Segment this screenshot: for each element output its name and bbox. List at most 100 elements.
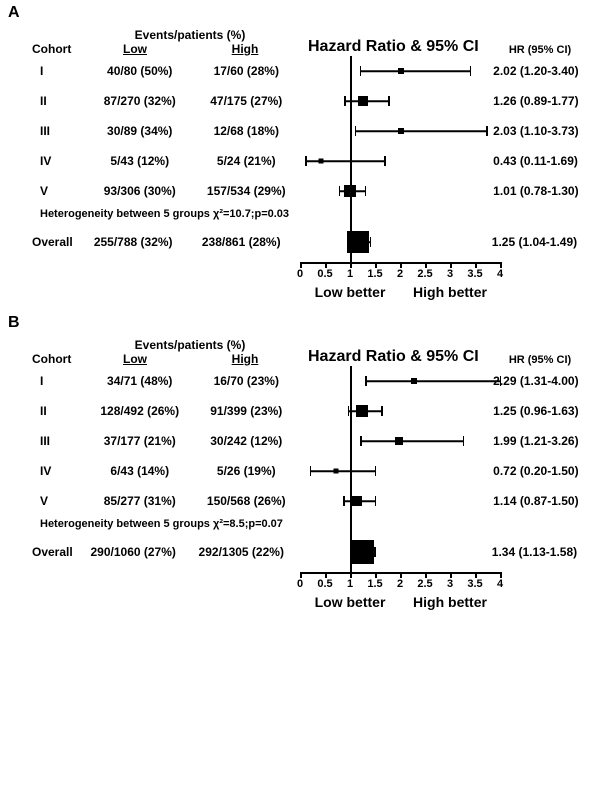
hr-point <box>398 68 404 74</box>
x-axis: 00.511.522.533.54 <box>300 262 500 282</box>
ci-cap-low <box>365 376 367 386</box>
hr-point <box>333 469 338 474</box>
cohort-header: Cohort <box>32 42 80 56</box>
heterogeneity-text: Heterogeneity between 5 groups χ²=8.5;p=… <box>10 516 590 532</box>
ci-cap-low <box>344 96 346 106</box>
ci-line <box>360 440 463 442</box>
ci-plot <box>300 86 494 116</box>
axis-tick-label: 1.5 <box>367 268 382 280</box>
cohort-cell: II <box>32 94 86 108</box>
overall-hr-text: 1.34 (1.13-1.58) <box>492 545 590 559</box>
hr-point <box>398 128 404 134</box>
cohort-cell: I <box>32 64 86 78</box>
forest-title: Hazard Ratio & 95% CI <box>300 38 490 56</box>
low-cell: 87/270 (32%) <box>86 94 193 108</box>
high-cell: 5/26 (19%) <box>193 464 300 478</box>
x-axis: 00.511.522.533.54 <box>300 572 500 592</box>
hr-point <box>358 96 368 106</box>
forest-row: V93/306 (30%)157/534 (29%)1.01 (0.78-1.3… <box>10 176 590 206</box>
overall-high: 238/861 (28%) <box>187 235 295 249</box>
ci-cap-high <box>381 406 383 416</box>
axis-tick-label: 3 <box>447 578 453 590</box>
ci-cap-high <box>388 96 390 106</box>
forest-row: V85/277 (31%)150/568 (26%)1.14 (0.87-1.5… <box>10 486 590 516</box>
hr-point <box>344 185 356 197</box>
overall-label: Overall <box>32 545 79 559</box>
overall-row: Overall290/1060 (27%)292/1305 (22%) 1.34 … <box>10 532 590 572</box>
forest-row: III30/89 (34%)12/68 (18%)2.03 (1.10-3.73… <box>10 116 590 146</box>
high-cell: 47/175 (27%) <box>193 94 300 108</box>
low-cell: 93/306 (30%) <box>86 184 193 198</box>
hr-header: HR (95% CI) <box>490 44 590 56</box>
axis-tick-label: 3.5 <box>467 268 482 280</box>
high-better-label: High better <box>400 284 500 300</box>
hr-text: 1.25 (0.96-1.63) <box>493 404 590 418</box>
ci-cap-high <box>463 436 465 446</box>
cohort-header: Cohort <box>32 352 80 366</box>
overall-point <box>347 231 369 253</box>
forest-row: II128/492 (26%)91/399 (23%)1.25 (0.96-1.… <box>10 396 590 426</box>
overall-low: 290/1060 (27%) <box>79 545 187 559</box>
forest-panel: BCohortEvents/patients (%)LowHighHazard … <box>0 310 600 620</box>
forest-row: IV5/43 (12%)5/24 (21%)0.43 (0.11-1.69) <box>10 146 590 176</box>
ci-line <box>355 130 487 132</box>
ci-cap-low <box>360 66 362 76</box>
low-header: Low <box>80 352 190 366</box>
low-cell: 34/71 (48%) <box>86 374 193 388</box>
axis-tick-label: 1.5 <box>367 578 382 590</box>
high-better-label: High better <box>400 594 500 610</box>
cohort-cell: V <box>32 184 86 198</box>
axis-tick-label: 0.5 <box>317 268 332 280</box>
ci-plot <box>300 456 494 486</box>
axis-tick-label: 2 <box>397 578 403 590</box>
overall-plot <box>295 537 491 567</box>
hr-point <box>319 159 324 164</box>
axis-captions: Low betterHigh better <box>300 282 500 300</box>
axis-tick-label: 0 <box>297 268 303 280</box>
ci-cap-high <box>370 237 372 247</box>
hr-text: 0.43 (0.11-1.69) <box>493 154 590 168</box>
overall-high: 292/1305 (22%) <box>187 545 295 559</box>
hr-header: HR (95% CI) <box>490 354 590 366</box>
forest-title: Hazard Ratio & 95% CI <box>300 348 490 366</box>
hr-text: 2.02 (1.20-3.40) <box>493 64 590 78</box>
low-cell: 6/43 (14%) <box>86 464 193 478</box>
cohort-cell: V <box>32 494 86 508</box>
high-cell: 5/24 (21%) <box>193 154 300 168</box>
ci-cap-high <box>470 66 472 76</box>
forest-row: I40/80 (50%)17/60 (28%) 2.02 (1.20-3.40) <box>10 56 590 86</box>
hr-text: 2.03 (1.10-3.73) <box>493 124 590 138</box>
ci-cap-high <box>384 156 386 166</box>
axis-tick-label: 2.5 <box>417 578 432 590</box>
axis-tick-label: 0 <box>297 578 303 590</box>
ci-line <box>310 470 375 472</box>
ci-cap-low <box>355 126 357 136</box>
axis-tick-label: 1 <box>347 578 353 590</box>
axis-tick-label: 3 <box>447 268 453 280</box>
ci-plot <box>300 366 494 396</box>
cohort-cell: III <box>32 124 86 138</box>
forest-row: I34/71 (48%)16/70 (23%)2.29 (1.31-4.00) <box>10 366 590 396</box>
ci-cap-high <box>374 547 376 557</box>
ci-cap-high <box>375 496 377 506</box>
low-cell: 40/80 (50%) <box>86 64 193 78</box>
ci-plot <box>300 396 494 426</box>
axis-tick-label: 0.5 <box>317 578 332 590</box>
ci-plot <box>300 146 494 176</box>
cohort-cell: IV <box>32 154 86 168</box>
cohort-cell: II <box>32 404 86 418</box>
hr-point <box>352 496 362 506</box>
cohort-cell: IV <box>32 464 86 478</box>
hr-text: 1.01 (0.78-1.30) <box>493 184 590 198</box>
overall-label: Overall <box>32 235 79 249</box>
ci-cap-high <box>486 126 488 136</box>
forest-row: IV6/43 (14%)5/26 (19%)0.72 (0.20-1.50) <box>10 456 590 486</box>
ci-cap-high <box>500 376 502 386</box>
hr-point <box>411 378 417 384</box>
high-cell: 17/60 (28%) <box>193 64 300 78</box>
cohort-cell: I <box>32 374 86 388</box>
panel-label: A <box>8 4 20 22</box>
events-header: Events/patients (%)LowHigh <box>80 28 300 56</box>
ci-cap-low <box>339 186 341 196</box>
overall-row: Overall255/788 (32%)238/861 (28%)1.25 (1… <box>10 222 590 262</box>
